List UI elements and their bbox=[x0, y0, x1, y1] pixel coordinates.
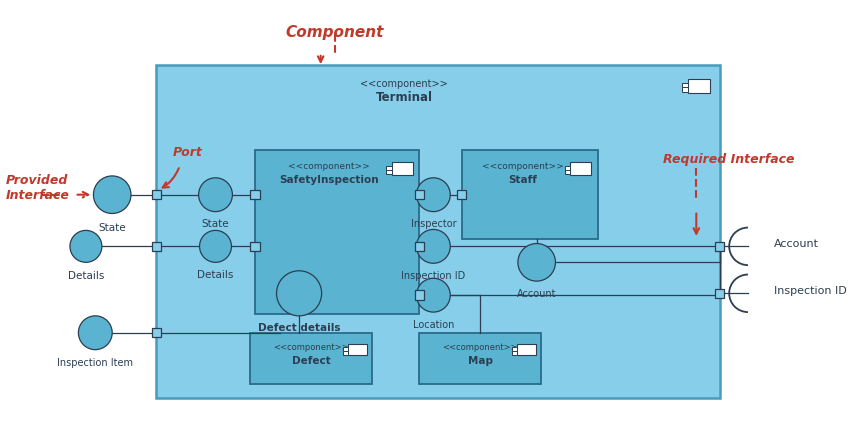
Text: Defect details: Defect details bbox=[258, 324, 340, 333]
Bar bbox=[420, 333, 541, 385]
Text: Account: Account bbox=[517, 289, 557, 299]
Bar bbox=[565, 170, 570, 174]
Bar bbox=[157, 65, 720, 399]
Text: Account: Account bbox=[774, 239, 820, 249]
Bar bbox=[511, 351, 517, 354]
Bar bbox=[343, 347, 348, 351]
Text: Staff: Staff bbox=[508, 175, 537, 185]
Circle shape bbox=[198, 178, 232, 212]
Circle shape bbox=[94, 176, 131, 213]
Text: Details: Details bbox=[197, 270, 234, 280]
Bar bbox=[386, 166, 392, 170]
Text: Defect: Defect bbox=[292, 356, 331, 366]
Text: Required Interface: Required Interface bbox=[664, 152, 795, 165]
Bar bbox=[250, 333, 373, 385]
Bar bbox=[386, 170, 392, 174]
Text: <<component>>: <<component>> bbox=[273, 343, 349, 352]
Circle shape bbox=[518, 244, 556, 281]
Circle shape bbox=[199, 230, 231, 262]
Circle shape bbox=[416, 278, 450, 312]
Bar bbox=[151, 328, 161, 337]
Text: Map: Map bbox=[468, 356, 493, 366]
Text: Port: Port bbox=[172, 146, 203, 159]
Text: Inspector: Inspector bbox=[410, 219, 456, 229]
Text: State: State bbox=[202, 219, 229, 229]
Text: Details: Details bbox=[68, 271, 104, 281]
Text: <<component>>: <<component>> bbox=[360, 79, 448, 89]
Bar bbox=[414, 290, 424, 300]
Text: <<component>>: <<component>> bbox=[443, 343, 518, 352]
Bar bbox=[565, 166, 570, 170]
Text: <<component>>: <<component>> bbox=[288, 162, 370, 171]
Bar bbox=[414, 242, 424, 251]
Bar bbox=[255, 150, 420, 314]
Circle shape bbox=[70, 230, 102, 262]
Text: Inspection ID: Inspection ID bbox=[774, 286, 847, 296]
Text: Inspection ID: Inspection ID bbox=[401, 271, 465, 281]
Bar bbox=[715, 242, 724, 251]
Text: State: State bbox=[99, 223, 126, 233]
Bar bbox=[151, 190, 161, 199]
Circle shape bbox=[416, 178, 450, 212]
Bar bbox=[414, 190, 424, 199]
Bar bbox=[457, 190, 466, 199]
Text: SafetyInspection: SafetyInspection bbox=[279, 175, 379, 185]
Text: Component: Component bbox=[286, 25, 384, 40]
Text: Inspection Item: Inspection Item bbox=[57, 358, 134, 368]
Bar bbox=[250, 190, 260, 199]
Bar bbox=[688, 79, 711, 92]
Circle shape bbox=[277, 271, 322, 316]
Text: <<component>>: <<component>> bbox=[482, 162, 563, 171]
Bar bbox=[250, 242, 260, 251]
Bar bbox=[343, 351, 348, 354]
Bar bbox=[715, 289, 724, 298]
Bar bbox=[348, 344, 367, 355]
Bar bbox=[682, 83, 688, 87]
Text: Terminal: Terminal bbox=[376, 91, 433, 103]
Bar bbox=[682, 88, 688, 92]
Bar bbox=[517, 344, 536, 355]
Circle shape bbox=[416, 229, 450, 263]
Text: Location: Location bbox=[413, 320, 454, 330]
Bar bbox=[151, 242, 161, 251]
Circle shape bbox=[78, 316, 112, 350]
Bar bbox=[461, 150, 597, 239]
Bar bbox=[511, 347, 517, 351]
Bar bbox=[392, 162, 413, 175]
Bar bbox=[570, 162, 591, 175]
Text: Provided
Interface: Provided Interface bbox=[6, 174, 70, 202]
